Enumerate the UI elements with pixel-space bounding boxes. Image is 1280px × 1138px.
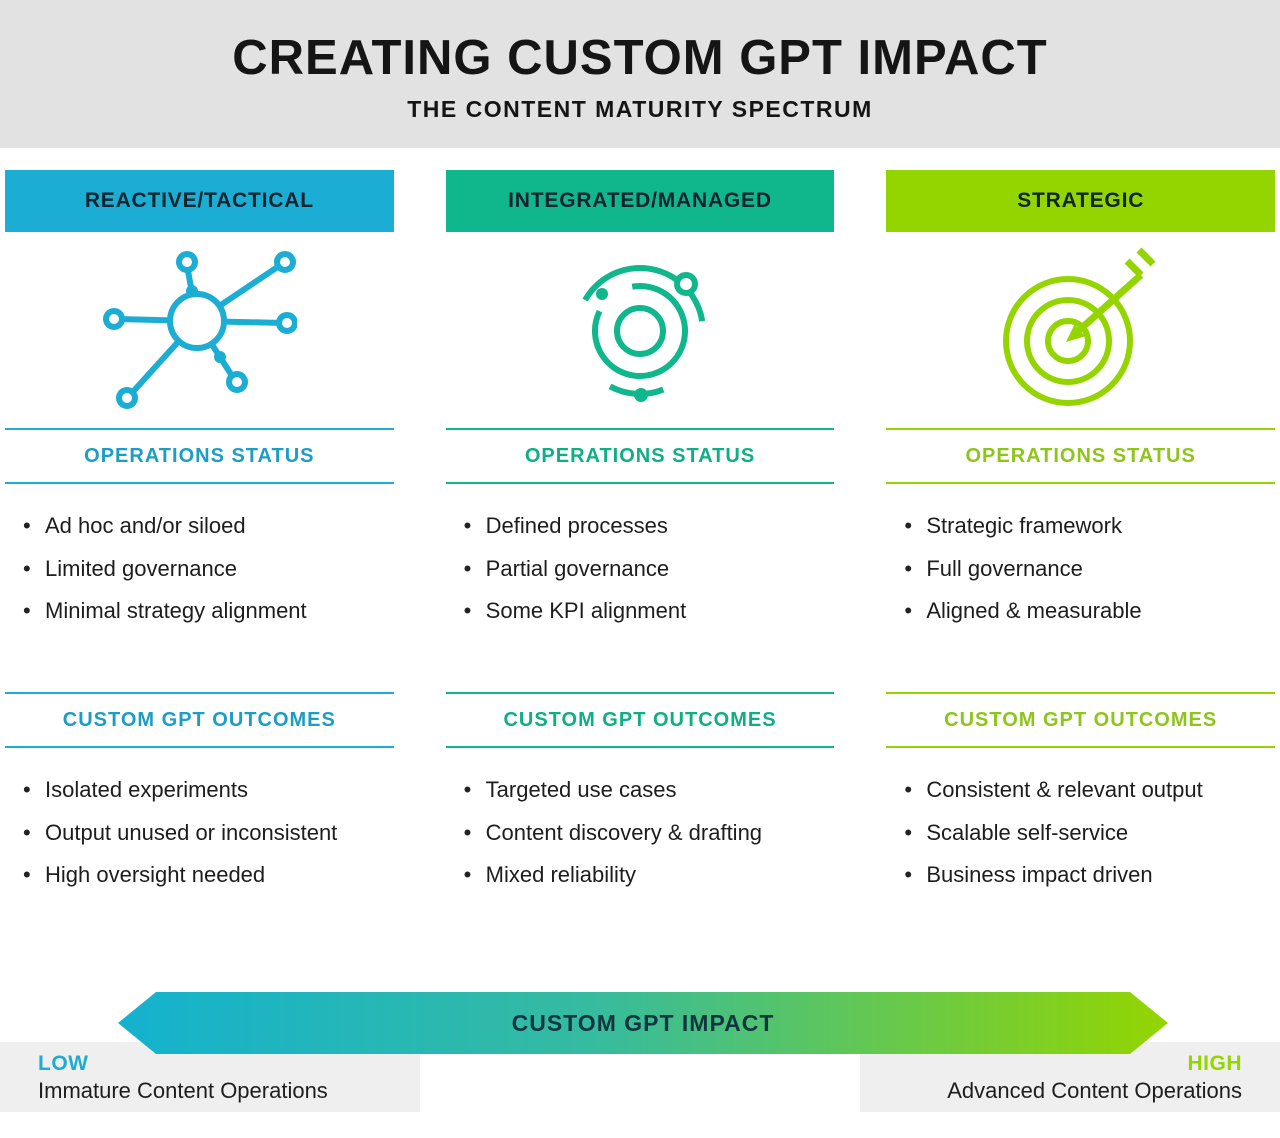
impact-gradient-arrow: CUSTOM GPT IMPACT <box>118 992 1168 1054</box>
bullet-item: Minimal strategy alignment <box>11 597 390 626</box>
bullet-item: Strategic framework <box>892 512 1271 541</box>
low-label: LOW <box>38 1052 89 1075</box>
gpt-outcomes-title: CUSTOM GPT OUTCOMES <box>5 692 394 748</box>
gpt-outcomes-title: CUSTOM GPT OUTCOMES <box>886 692 1276 748</box>
column-reactive-tactical: REACTIVE/TACTICAL <box>5 170 394 904</box>
network-hub-icon <box>5 232 394 428</box>
bullet-item: Partial governance <box>452 555 831 584</box>
gpt-outcomes-list: Consistent & relevant output Scalable se… <box>886 748 1275 890</box>
impact-footer: CUSTOM GPT IMPACT LOW Immature Content O… <box>0 978 1280 1138</box>
column-strategic: STRATEGIC OPERATIONS STATUS Strategic fr… <box>886 170 1276 904</box>
column-integrated-managed: INTEGRATED/MANAGED OPERATIONS STATUS Def… <box>445 170 835 904</box>
gpt-outcomes-title: CUSTOM GPT OUTCOMES <box>445 692 835 748</box>
column-header-reactive: REACTIVE/TACTICAL <box>5 170 394 232</box>
operations-status-list: Ad hoc and/or siloed Limited governance … <box>5 484 394 692</box>
orbit-process-icon <box>446 232 835 428</box>
bullet-item: High oversight needed <box>11 861 390 890</box>
high-label: HIGH <box>1187 1052 1242 1075</box>
bullet-item: Business impact driven <box>892 861 1271 890</box>
page-subtitle: THE CONTENT MATURITY SPECTRUM <box>407 96 873 122</box>
bullet-item: Defined processes <box>452 512 831 541</box>
maturity-columns: REACTIVE/TACTICAL <box>0 148 1280 904</box>
operations-status-title: OPERATIONS STATUS <box>445 428 835 484</box>
target-arrow-icon <box>886 232 1275 428</box>
gpt-outcomes-list: Targeted use cases Content discovery & d… <box>446 748 835 890</box>
operations-status-title: OPERATIONS STATUS <box>5 428 394 484</box>
masthead: CREATING CUSTOM GPT IMPACT THE CONTENT M… <box>0 0 1280 148</box>
bullet-item: Consistent & relevant output <box>892 776 1271 805</box>
bullet-item: Ad hoc and/or siloed <box>11 512 390 541</box>
bullet-item: Scalable self-service <box>892 819 1271 848</box>
bullet-item: Content discovery & drafting <box>452 819 831 848</box>
bullet-item: Isolated experiments <box>11 776 390 805</box>
gpt-outcomes-list: Isolated experiments Output unused or in… <box>5 748 394 890</box>
operations-status-list: Strategic framework Full governance Alig… <box>886 484 1275 692</box>
bullet-item: Targeted use cases <box>452 776 831 805</box>
operations-status-title: OPERATIONS STATUS <box>886 428 1276 484</box>
bullet-item: Output unused or inconsistent <box>11 819 390 848</box>
page-title: CREATING CUSTOM GPT IMPACT <box>232 31 1048 85</box>
bullet-item: Full governance <box>892 555 1271 584</box>
bullet-item: Some KPI alignment <box>452 597 831 626</box>
impact-arrow-label: CUSTOM GPT IMPACT <box>511 1009 775 1036</box>
operations-status-list: Defined processes Partial governance Som… <box>446 484 835 692</box>
column-header-integrated: INTEGRATED/MANAGED <box>445 170 835 232</box>
high-description: Advanced Content Operations <box>947 1078 1242 1103</box>
column-header-strategic: STRATEGIC <box>886 170 1276 232</box>
bullet-item: Aligned & measurable <box>892 597 1271 626</box>
bullet-item: Mixed reliability <box>452 861 831 890</box>
low-description: Immature Content Operations <box>38 1078 328 1103</box>
bullet-item: Limited governance <box>11 555 390 584</box>
